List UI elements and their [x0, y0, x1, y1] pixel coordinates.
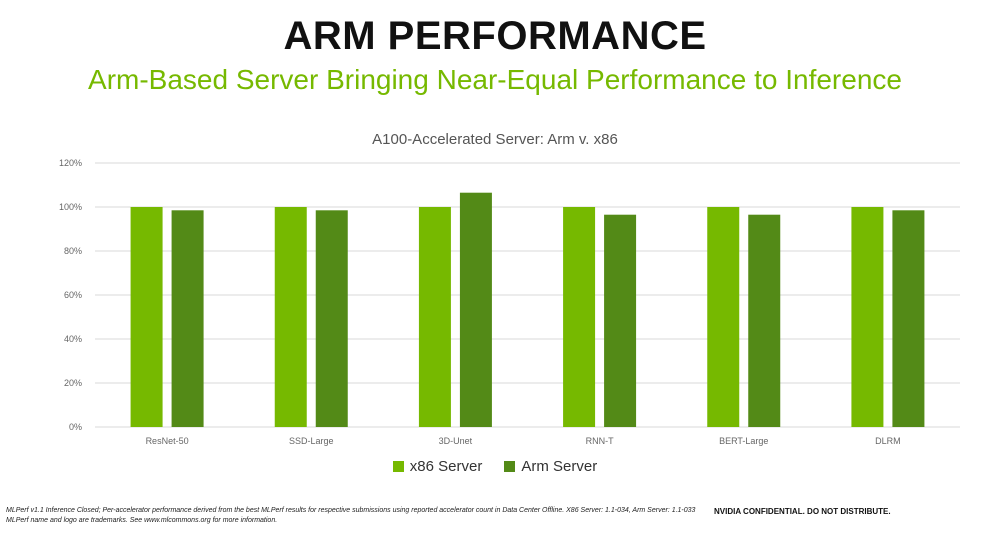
y-tick-label: 40% — [64, 334, 82, 344]
x-tick-label: 3D-Unet — [439, 436, 473, 446]
x-tick-label: BERT-Large — [719, 436, 768, 446]
bar-x86 — [563, 207, 596, 427]
bar-arm — [459, 192, 492, 427]
legend-item-x86: x86 Server — [392, 458, 483, 475]
y-tick-label: 80% — [64, 246, 82, 256]
y-tick-label: 20% — [64, 378, 82, 388]
chart-legend: x86 Server Arm Server — [0, 458, 990, 475]
x-tick-label: SSD-Large — [289, 436, 334, 446]
legend-swatch-arm — [504, 461, 516, 472]
bar-arm — [171, 210, 204, 427]
bar-x86 — [130, 207, 163, 427]
confidential-notice: NVIDIA CONFIDENTIAL. DO NOT DISTRIBUTE. — [714, 507, 891, 516]
x-tick-label: RNN-T — [586, 436, 614, 446]
y-tick-label: 120% — [59, 158, 82, 168]
y-tick-label: 100% — [59, 202, 82, 212]
x-tick-label: DLRM — [875, 436, 901, 446]
bar-x86 — [851, 207, 884, 427]
legend-item-arm: Arm Server — [504, 458, 597, 475]
bar-arm — [315, 210, 348, 427]
y-tick-label: 60% — [64, 290, 82, 300]
bar-arm — [604, 214, 637, 427]
slide-subtitle: Arm-Based Server Bringing Near-Equal Per… — [88, 64, 902, 95]
bar-arm — [892, 210, 925, 427]
legend-label-arm: Arm Server — [521, 458, 598, 475]
bar-x86 — [418, 207, 451, 427]
legend-swatch-x86 — [392, 461, 404, 472]
bar-x86 — [707, 207, 740, 427]
bar-arm — [748, 214, 781, 427]
x-tick-label: ResNet-50 — [146, 436, 189, 446]
bar-chart: 0% 20% 40% 60% 80% 100% 120% ResNet-50 SSD-Large… — [59, 158, 960, 446]
footnote: MLPerf v1.1 Inference Closed; Per-accele… — [6, 507, 696, 524]
bar-x86 — [274, 207, 307, 427]
legend-label-x86: x86 Server — [409, 458, 483, 475]
y-tick-label: 0% — [69, 422, 82, 432]
slide-title: ARM PERFORMANCE — [283, 14, 707, 58]
chart-title: A100-Accelerated Server: Arm v. x86 — [372, 131, 618, 148]
